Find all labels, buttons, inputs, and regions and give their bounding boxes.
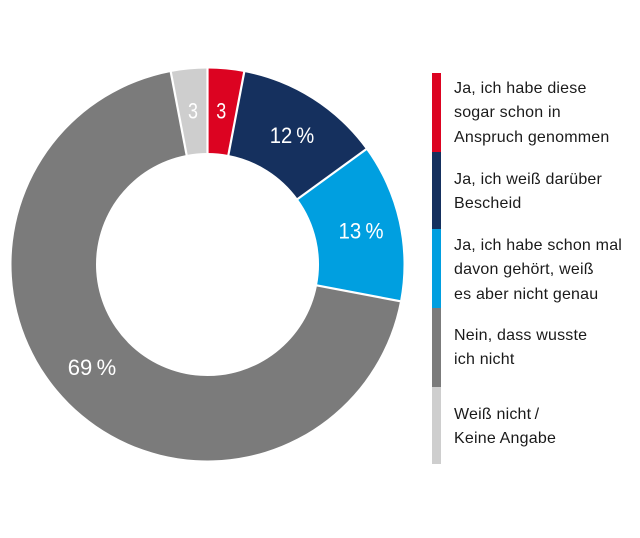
svg-text:3: 3: [188, 99, 198, 124]
svg-text:69 %: 69 %: [68, 355, 117, 380]
svg-text:13 %: 13 %: [339, 219, 384, 244]
svg-text:12 %: 12 %: [270, 123, 315, 148]
svg-text:3: 3: [216, 99, 226, 124]
